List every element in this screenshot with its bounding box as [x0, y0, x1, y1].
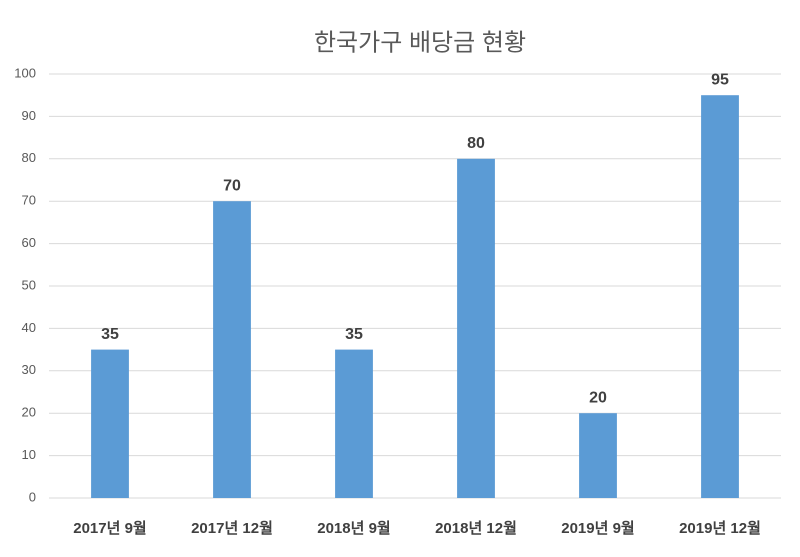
x-tick-label: 2019년 12월	[679, 520, 761, 537]
data-label: 35	[345, 326, 363, 343]
data-label: 80	[467, 135, 485, 152]
bar	[457, 158, 495, 499]
y-tick-label: 80	[22, 150, 36, 165]
x-tick-label: 2017년 12월	[191, 520, 273, 537]
data-label: 20	[589, 389, 607, 406]
x-tick-label: 2019년 9월	[561, 520, 634, 537]
y-tick-label: 50	[22, 277, 36, 292]
y-tick-label: 40	[22, 320, 36, 335]
x-tick-label: 2018년 12월	[435, 520, 517, 537]
y-tick-label: 70	[22, 193, 36, 208]
x-tick-label: 2018년 9월	[317, 520, 390, 537]
x-tick-label: 2017년 9월	[73, 520, 146, 537]
chart-title: 한국가구 배당금 현황	[314, 29, 526, 56]
data-label: 95	[711, 71, 729, 88]
y-tick-label: 0	[29, 489, 36, 504]
y-tick-label: 100	[14, 65, 36, 80]
y-tick-label: 20	[22, 405, 36, 420]
bar	[213, 201, 251, 498]
bar	[91, 349, 129, 498]
data-label: 70	[223, 177, 241, 194]
bar	[335, 349, 373, 498]
y-tick-label: 60	[22, 235, 36, 250]
y-tick-label: 30	[22, 362, 36, 377]
y-tick-label: 90	[22, 108, 36, 123]
bar	[579, 413, 617, 498]
bar	[701, 95, 739, 498]
data-label: 35	[101, 326, 119, 343]
y-tick-label: 10	[22, 447, 36, 462]
